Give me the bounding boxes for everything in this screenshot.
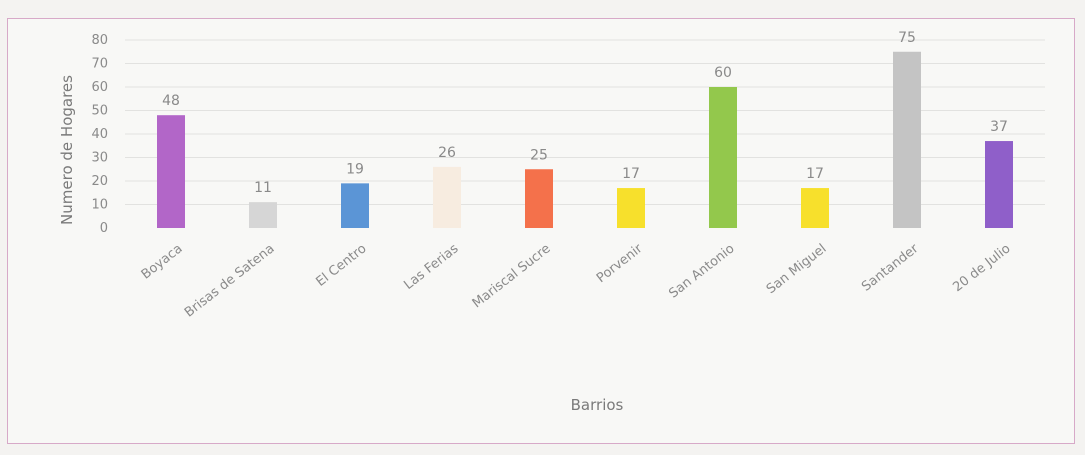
data-label: 37 [990, 119, 1008, 135]
data-label: 19 [346, 161, 364, 177]
x-tick-label: Boyaca [139, 241, 186, 282]
data-label: 26 [438, 145, 456, 161]
bar [985, 141, 1013, 228]
bar [341, 183, 369, 228]
data-labels: 48 11 19 26 25 17 60 17 75 37 [162, 30, 1008, 196]
x-tick-label: Brisas de Satena [182, 241, 277, 320]
y-tick-label: 30 [91, 151, 108, 166]
data-label: 17 [806, 166, 824, 182]
gridlines [125, 39, 1045, 205]
bars [157, 51, 1013, 228]
bar [157, 115, 185, 228]
y-tick-label: 10 [91, 198, 108, 213]
bar [617, 188, 645, 228]
bar [709, 87, 737, 228]
x-tick-label: San Antonio [666, 241, 737, 301]
y-tick-label: 40 [91, 127, 108, 142]
y-tick-label: 70 [91, 57, 108, 72]
data-label: 75 [898, 30, 916, 46]
y-tick-label: 0 [100, 221, 108, 236]
x-tick-label: Porvenir [594, 241, 646, 286]
x-tick-label: 20 de Julio [950, 241, 1013, 295]
y-axis-ticks: 0 10 20 30 40 50 60 70 80 [91, 33, 108, 236]
bar [525, 169, 553, 228]
data-label: 25 [530, 147, 548, 163]
data-label: 60 [714, 65, 732, 81]
y-tick-label: 20 [91, 174, 108, 189]
x-axis-title: Barrios [571, 396, 624, 414]
data-label: 11 [254, 180, 272, 196]
data-label: 48 [162, 93, 180, 109]
x-tick-label: San Miguel [764, 241, 830, 297]
x-tick-label: Santander [859, 241, 922, 295]
bar [433, 166, 461, 228]
y-axis-title: Numero de Hogares [58, 75, 76, 225]
bar [893, 51, 921, 228]
bar [249, 202, 277, 228]
data-label: 17 [622, 166, 640, 182]
y-tick-label: 60 [91, 80, 108, 95]
x-tick-label: El Centro [313, 241, 369, 289]
y-tick-label: 80 [91, 33, 108, 48]
y-tick-label: 50 [91, 104, 108, 119]
x-tick-label: Mariscal Sucre [470, 241, 554, 311]
x-tick-label: Las Ferias [401, 241, 461, 293]
bar [801, 188, 829, 228]
